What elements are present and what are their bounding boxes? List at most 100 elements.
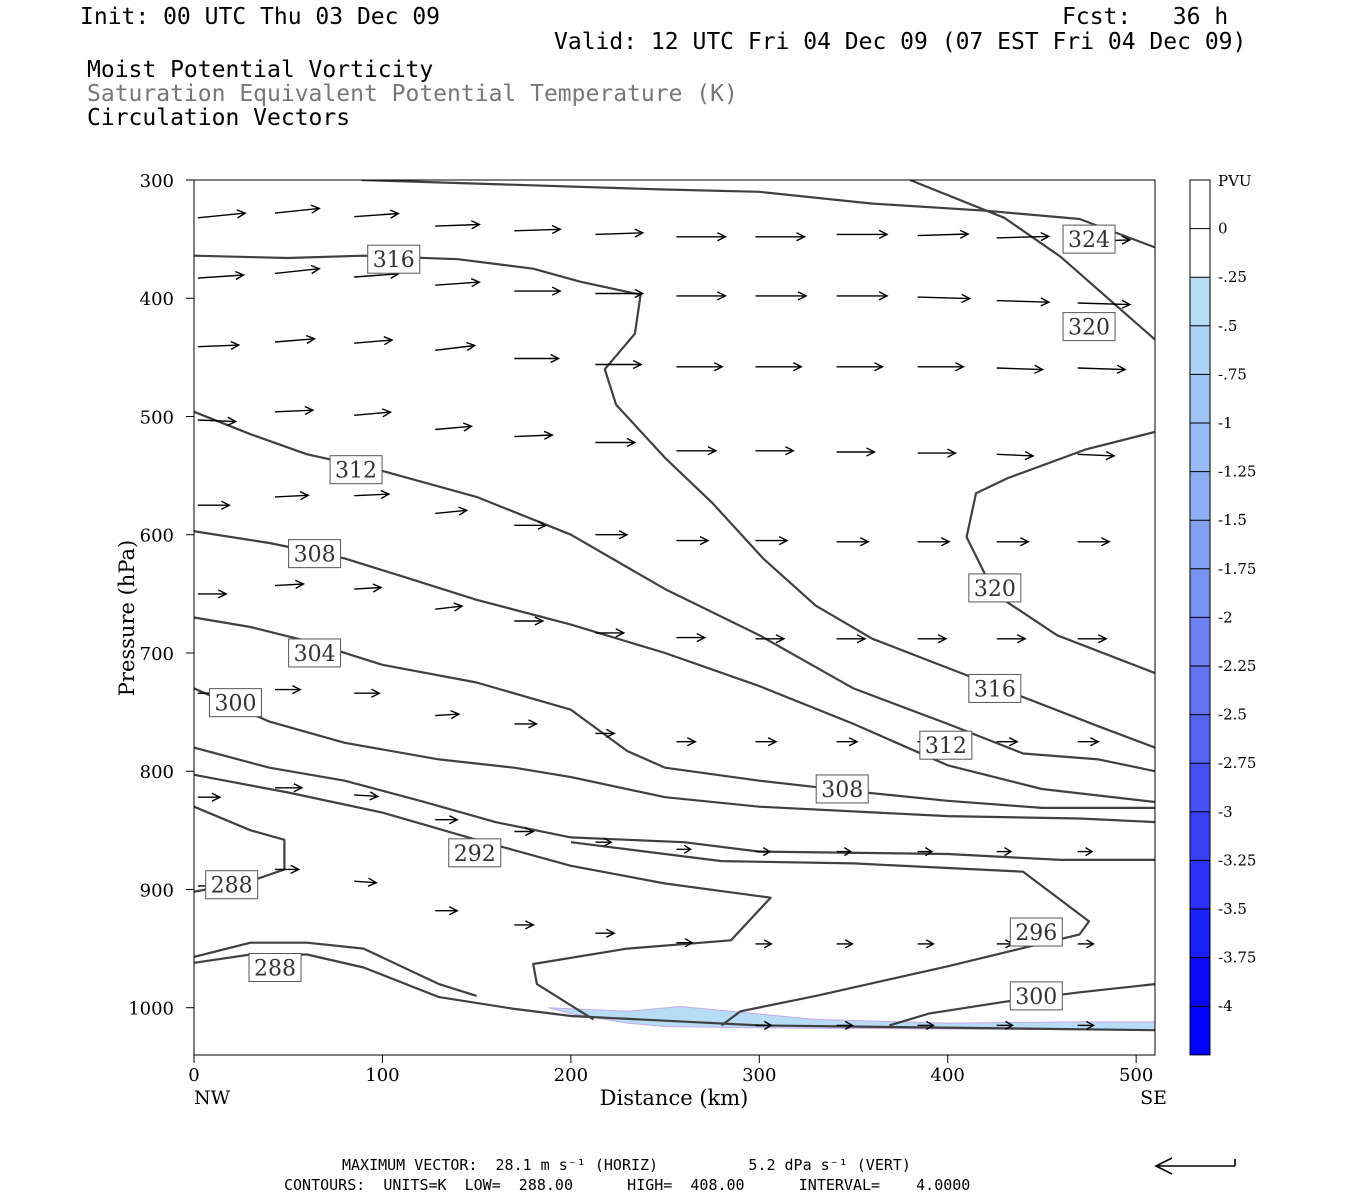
circulation-vector	[514, 520, 548, 530]
circulation-vector	[917, 362, 965, 372]
y-axis-title: Pressure (hPa)	[115, 540, 139, 696]
colorbar-level-label: -2.5	[1218, 706, 1247, 724]
circulation-vector	[514, 286, 562, 296]
circulation-vector	[354, 688, 381, 698]
colorbar-level-label: -1	[1218, 414, 1233, 432]
y-tick-label: 1000	[128, 999, 174, 1020]
colorbar-swatch	[1190, 811, 1210, 861]
contour-label: 308	[288, 539, 342, 569]
svg-text:324: 324	[1068, 228, 1110, 253]
svg-text:320: 320	[1068, 316, 1110, 341]
colorbar-level-label: -.25	[1218, 268, 1247, 286]
colorbar-swatch	[1190, 471, 1210, 521]
circulation-vector	[917, 448, 958, 458]
circulation-vector	[435, 341, 477, 352]
circulation-vector	[1077, 1020, 1095, 1031]
circulation-vector	[274, 334, 317, 345]
colorbar-level-label: -4	[1218, 997, 1233, 1015]
contour-label: 288	[248, 953, 302, 982]
circulation-vector	[514, 719, 539, 729]
circulation-vector	[836, 634, 867, 644]
circulation-vector	[595, 928, 616, 938]
circulation-vector	[836, 291, 889, 301]
circulation-vector	[996, 1020, 1014, 1031]
colorbar-swatch	[1190, 763, 1210, 813]
x-tick-label: 200	[554, 1065, 588, 1086]
contour-label: 320	[968, 573, 1022, 603]
circulation-vector	[755, 1020, 773, 1031]
contour-label: 304	[288, 638, 342, 668]
svg-text:300: 300	[1015, 985, 1057, 1010]
circulation-vector	[197, 340, 241, 351]
colorbar-level-label: -3	[1218, 803, 1233, 821]
circulation-vector	[836, 737, 859, 747]
y-tick-label: 300	[140, 171, 174, 192]
colorbar-swatch	[1190, 957, 1210, 1007]
circulation-vector	[755, 232, 807, 242]
circulation-vector	[996, 297, 1051, 307]
colorbar-level-label: -1.75	[1218, 560, 1256, 578]
circulation-vector	[676, 844, 692, 854]
colorbar-level-label: -3.75	[1218, 949, 1256, 967]
colorbar-title: PVU	[1218, 172, 1252, 190]
circulation-vector	[676, 362, 724, 372]
circulation-vector	[1077, 299, 1132, 309]
circulation-vector	[354, 877, 378, 887]
plot-frame	[193, 179, 1156, 1056]
circulation-vector	[836, 362, 884, 372]
valid-time-label: Valid: 12 UTC Fri 04 Dec 09 (07 EST Fri …	[554, 29, 1247, 55]
circulation-vector	[354, 489, 391, 500]
svg-text:288: 288	[254, 957, 296, 982]
colorbar-level-label: -1.25	[1218, 463, 1256, 481]
circulation-vector	[514, 920, 535, 930]
svg-text:308: 308	[821, 778, 863, 803]
y-tick-label: 500	[140, 407, 174, 428]
circulation-vector	[836, 847, 853, 857]
svg-text:308: 308	[294, 543, 336, 568]
circulation-vector	[755, 446, 795, 456]
circulation-vector	[755, 939, 773, 949]
theta-contour-312	[194, 410, 1155, 773]
circulation-vector	[917, 634, 948, 644]
circulation-vector	[676, 291, 727, 301]
circulation-vector	[755, 634, 786, 644]
circulation-vector	[197, 500, 231, 510]
circulation-vector	[676, 232, 727, 242]
y-tick-label: 400	[140, 289, 174, 310]
circulation-vector	[275, 684, 302, 695]
circulation-vector	[996, 847, 1013, 857]
circulation-vector	[197, 270, 246, 281]
x-end-label-se: SE	[1140, 1087, 1167, 1109]
circulation-vector	[514, 826, 535, 837]
circulation-vector	[274, 405, 315, 416]
circulation-vector	[755, 535, 789, 546]
circulation-vector	[917, 939, 935, 949]
colorbar-swatch	[1190, 374, 1210, 424]
svg-text:300: 300	[214, 692, 256, 717]
contour-label: 312	[329, 455, 383, 485]
circulation-vector	[595, 530, 629, 540]
y-tick-label: 900	[140, 880, 174, 901]
svg-text:316: 316	[974, 677, 1016, 702]
contour-info-note: CONTOURS: UNITS=K LOW= 288.00 HIGH= 408.…	[284, 1176, 971, 1194]
colorbar-level-label: -2	[1218, 608, 1233, 626]
colorbar-level-label: -2.75	[1218, 754, 1256, 772]
circulation-vector	[755, 847, 772, 857]
circulation-vector	[755, 291, 808, 301]
circulation-vector	[676, 446, 718, 456]
reference-vector-arrow	[1154, 1157, 1236, 1175]
forecast-hour-label: Fcst: 36 h	[1062, 4, 1229, 30]
circulation-vector	[996, 450, 1035, 461]
circulation-vector	[197, 792, 222, 802]
circulation-vector	[836, 1020, 854, 1031]
circulation-vector	[354, 209, 400, 219]
theta-contour-320	[909, 180, 1155, 341]
colorbar-level-label: -3.25	[1218, 851, 1256, 869]
colorbar-swatch	[1190, 180, 1210, 230]
svg-text:304: 304	[294, 642, 336, 667]
circulation-vector	[836, 447, 877, 457]
max-vector-note: MAXIMUM VECTOR: 28.1 m s⁻¹ (HORIZ) 5.2 d…	[342, 1156, 911, 1174]
circulation-vector	[1077, 634, 1108, 644]
circulation-vector	[354, 336, 394, 346]
